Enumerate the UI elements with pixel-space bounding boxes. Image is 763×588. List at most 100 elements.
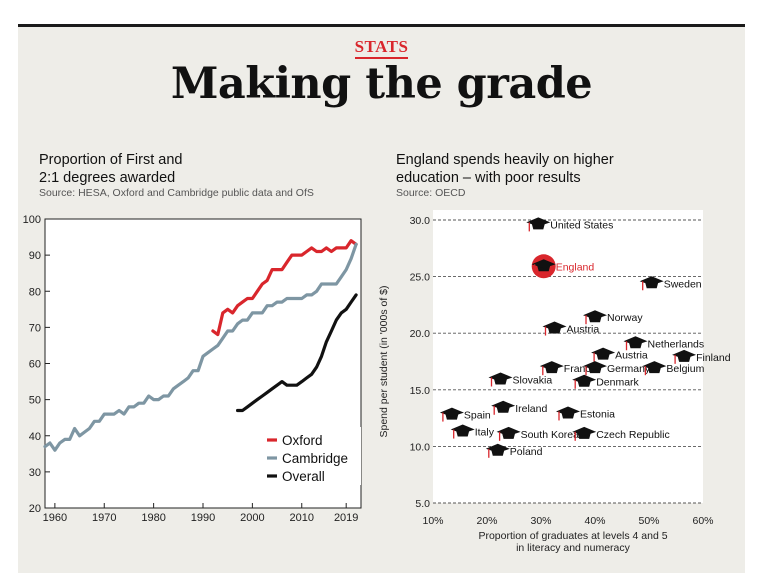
data-point: Denmark: [572, 374, 640, 389]
data-point: Slovakia: [488, 372, 553, 387]
mortarboard-board-icon: [488, 372, 513, 382]
point-label: Slovakia: [513, 374, 553, 386]
mortarboard-board-icon: [542, 321, 567, 331]
data-point: Sweden: [639, 276, 702, 291]
mortarboard-board-icon: [639, 276, 664, 286]
data-point: Italy: [450, 424, 495, 439]
mortarboard-board-icon: [526, 217, 551, 227]
point-label: England: [556, 261, 595, 273]
point-label: Netherlands: [648, 338, 705, 350]
point-label: Finland: [696, 352, 731, 364]
mortarboard-board-icon: [450, 424, 475, 434]
section-kicker: STATS: [18, 37, 745, 59]
mortarboard-board-icon: [485, 443, 510, 453]
data-point: Czech Republic: [572, 426, 670, 441]
mortarboard-board-icon: [572, 374, 597, 384]
point-label: Czech Republic: [596, 429, 670, 441]
y-tick-label: 25.0: [410, 272, 431, 284]
x-axis-label-line: in literacy and numeracy: [516, 542, 631, 554]
x-tick-label: 1960: [43, 512, 67, 524]
mortarboard-board-icon: [572, 426, 597, 436]
x-tick-label: 2010: [290, 512, 314, 524]
point-label: Denmark: [596, 377, 639, 389]
point-label: Austria: [615, 350, 648, 362]
x-tick-label: 1970: [92, 512, 116, 524]
mortarboard-board-icon: [583, 361, 607, 371]
series-line-oxford: [211, 239, 358, 337]
line-chart-title: Proportion of First and 2:1 degrees awar…: [39, 151, 182, 187]
y-tick-label: 100: [23, 214, 41, 226]
x-tick-label: 20%: [476, 515, 497, 527]
x-tick-label: 2019: [334, 512, 358, 524]
data-point: Austria: [542, 321, 600, 336]
scatter-chart-title-line-2: education – with poor results: [396, 170, 581, 186]
series-line-cambridge: [43, 242, 358, 452]
point-label: Italy: [475, 427, 495, 439]
y-tick-label: 30.0: [410, 215, 431, 227]
x-tick-label: 60%: [692, 515, 713, 527]
x-tick-label: 50%: [638, 515, 659, 527]
scatter-chart-title-line-1: England spends heavily on higher: [396, 152, 614, 168]
data-point: Poland: [485, 443, 543, 458]
point-label: United States: [550, 219, 613, 231]
mortarboard-board-icon: [439, 407, 464, 417]
point-label: Norway: [607, 312, 643, 324]
headline: Making the grade: [170, 59, 593, 109]
mortarboard-board-icon: [672, 349, 697, 359]
data-point: Germany: [583, 361, 651, 376]
line-chart: 20 30 40 50 60 70 80 90 100 1960 1970 1980 1990 2000 2…: [23, 214, 362, 524]
mortarboard-board-icon: [531, 259, 556, 269]
point-label: Estonia: [580, 408, 615, 420]
point-label: Belgium: [666, 363, 704, 375]
y-axis-label: Spend per student (in '000s of $): [378, 285, 390, 437]
x-tick-label: 2000: [240, 512, 264, 524]
x-tick-label: 10%: [422, 515, 443, 527]
y-tick-label: 10.0: [410, 441, 431, 453]
y-tick-label: 70: [29, 322, 41, 334]
point-label: Spain: [464, 410, 491, 422]
y-tick-label: 5.0: [415, 498, 430, 510]
kicker-text: STATS: [354, 37, 409, 59]
legend-label-cambridge: Cambridge: [282, 451, 348, 466]
point-label: Ireland: [515, 403, 547, 415]
data-point: Ireland: [491, 400, 547, 415]
y-tick-label: 30: [29, 467, 41, 479]
scatter-chart-title: England spends heavily on higher educati…: [396, 151, 614, 187]
x-axis-label-line: Proportion of graduates at levels 4 and …: [478, 530, 667, 542]
y-tick-label: 15.0: [410, 385, 431, 397]
legend-box: [261, 427, 361, 485]
data-point: Spain: [439, 407, 491, 422]
series-line-overall: [236, 293, 358, 413]
y-tick-label: 20.0: [410, 328, 431, 340]
point-label: Austria: [567, 324, 600, 336]
mortarboard-board-icon: [583, 310, 607, 320]
y-tick-label: 20: [29, 503, 41, 515]
mortarboard-board-icon: [539, 361, 564, 371]
data-point: South Korea: [496, 426, 580, 441]
data-point: United States: [526, 217, 613, 232]
y-tick-label: 50: [29, 395, 41, 407]
y-tick-label: 90: [29, 250, 41, 262]
mortarboard-board-icon: [556, 406, 580, 416]
data-point: Netherlands: [623, 336, 705, 351]
mortarboard-board-icon: [591, 347, 616, 357]
line-chart-title-line-2: 2:1 degrees awarded: [39, 170, 176, 186]
mortarboard-board-icon: [623, 336, 648, 346]
point-label: Sweden: [664, 278, 702, 290]
x-tick-label: 1980: [141, 512, 165, 524]
y-tick-label: 60: [29, 359, 41, 371]
scatter-plot-area: [433, 210, 703, 503]
data-point: Belgium: [642, 361, 705, 376]
y-tick-label: 80: [29, 286, 41, 298]
mortarboard-board-icon: [496, 426, 521, 436]
point-label: Poland: [510, 446, 543, 458]
y-tick-label: 40: [29, 431, 41, 443]
point-label: Germany: [607, 363, 651, 375]
line-chart-title-line-1: Proportion of First and: [39, 152, 183, 168]
scatter-chart-source: Source: OECD: [396, 187, 466, 199]
legend-label-oxford: Oxford: [282, 433, 323, 448]
x-tick-label: 40%: [584, 515, 605, 527]
point-label: South Korea: [521, 429, 580, 441]
data-point: Finland: [672, 349, 731, 364]
x-tick-label: 30%: [530, 515, 551, 527]
